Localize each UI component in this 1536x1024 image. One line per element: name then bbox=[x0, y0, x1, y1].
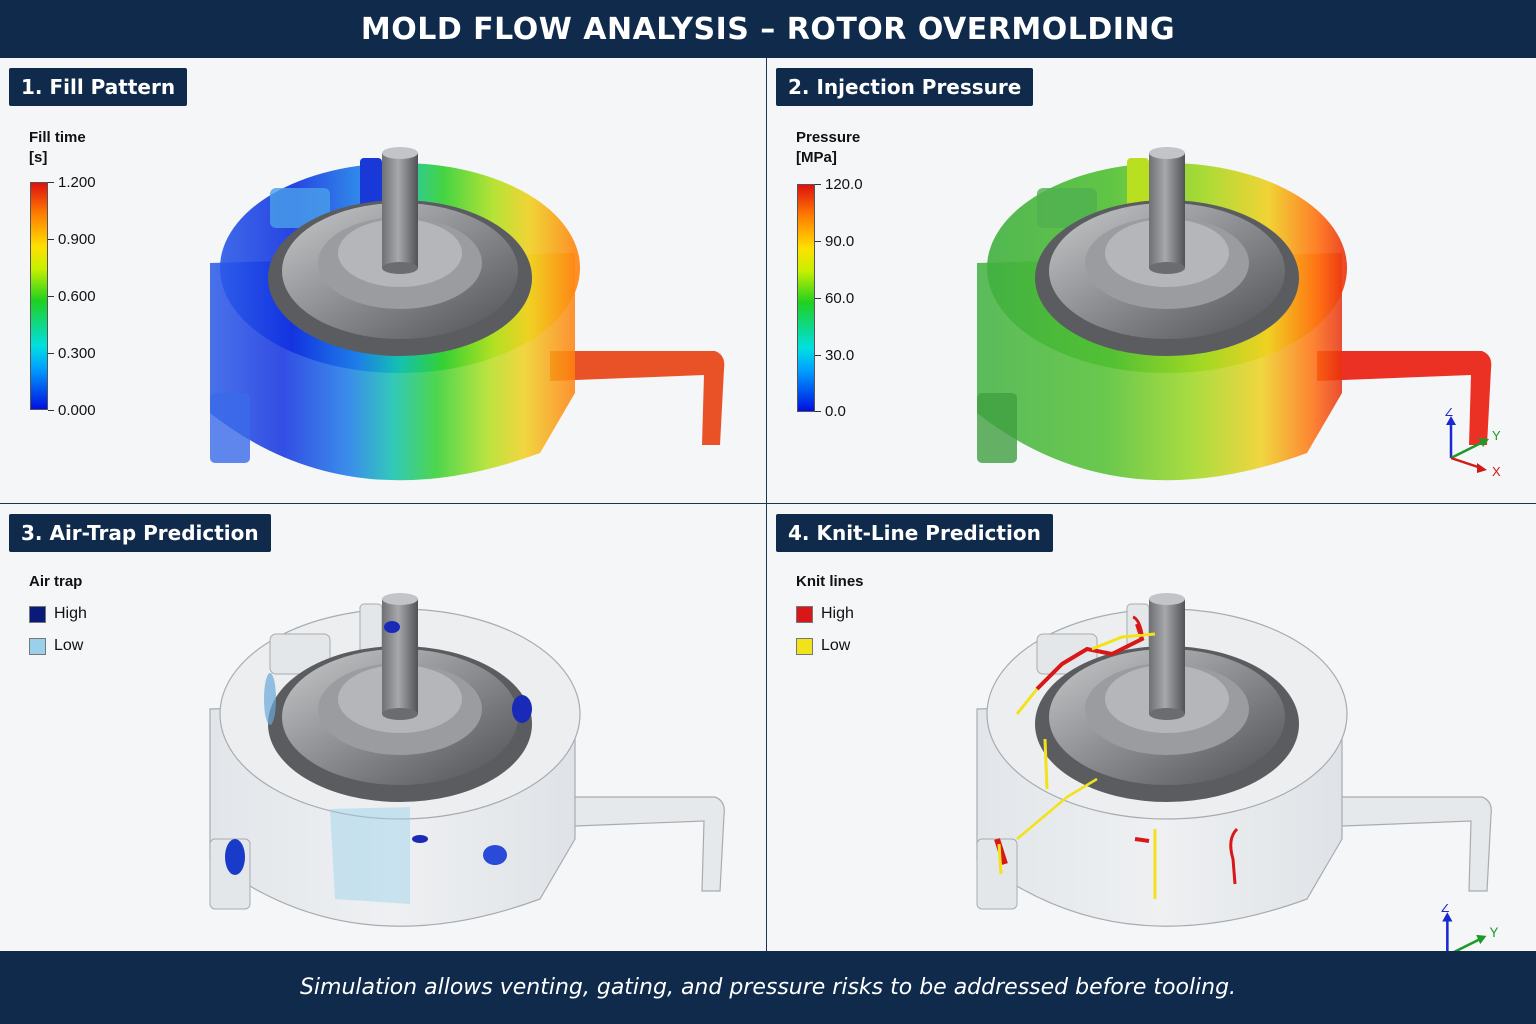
legend-tick: 90.0 bbox=[814, 233, 855, 250]
analysis-grid: 1. Fill Pattern Fill time [s] 1.200 0.90… bbox=[0, 58, 1536, 951]
legend-swatch-high bbox=[796, 606, 813, 623]
legend-swatch-high bbox=[29, 606, 46, 623]
legend-tick: 0.000 bbox=[48, 402, 96, 419]
axis-label-y: Y bbox=[1490, 925, 1499, 940]
legend-title: Air trap bbox=[29, 573, 83, 590]
legend-title: Knit lines bbox=[796, 573, 864, 590]
legend-unit: [s] bbox=[29, 149, 48, 166]
legend-label-high: High bbox=[821, 605, 854, 622]
panel-title: 3. Air-Trap Prediction bbox=[9, 514, 271, 552]
legend-tick: 30.0 bbox=[814, 347, 855, 364]
legend-swatch-low bbox=[29, 638, 46, 655]
legend-title: Pressure [MPa] bbox=[796, 128, 860, 168]
legend-title-line: Pressure bbox=[796, 129, 861, 146]
panel-title: 4. Knit-Line Prediction bbox=[776, 514, 1053, 552]
footer-caption: Simulation allows venting, gating, and p… bbox=[0, 951, 1536, 1024]
panel-fill-pattern: 1. Fill Pattern Fill time [s] 1.200 0.90… bbox=[0, 58, 767, 504]
panel-title: 2. Injection Pressure bbox=[776, 68, 1034, 106]
axis-triad-icon: Z Y X bbox=[1445, 408, 1501, 478]
axis-triad-icon: Z Y X bbox=[1441, 904, 1499, 951]
legend-swatch-low bbox=[796, 638, 813, 655]
panel-title: 1. Fill Pattern bbox=[9, 68, 188, 106]
legend-tick: 60.0 bbox=[814, 290, 855, 307]
axis-label-y: Y bbox=[1492, 428, 1501, 443]
rotor-model-pressure bbox=[977, 147, 1492, 481]
rotor-model-fill bbox=[210, 147, 725, 481]
rotor-model-air-trap bbox=[209, 593, 725, 927]
axis-label-z: Z bbox=[1441, 904, 1449, 915]
legend-unit: [MPa] bbox=[796, 149, 837, 166]
legend-label-low: Low bbox=[54, 637, 84, 654]
legend-label-high: High bbox=[54, 605, 87, 622]
legend-tick: 0.600 bbox=[48, 288, 96, 305]
legend-title-line: Fill time bbox=[29, 129, 86, 146]
rotor-model-knit-line bbox=[976, 593, 1492, 927]
legend-tick: 0.300 bbox=[48, 345, 96, 362]
axis-label-x: X bbox=[1492, 464, 1501, 478]
legend-tick: 120.0 bbox=[815, 176, 863, 193]
panel-air-trap: 3. Air-Trap Prediction Air trap High Low bbox=[0, 504, 767, 951]
legend-label-low: Low bbox=[821, 637, 851, 654]
panel-injection-pressure: 2. Injection Pressure Pressure [MPa] 120… bbox=[767, 58, 1536, 504]
color-bar bbox=[30, 182, 48, 410]
legend-title: Fill time [s] bbox=[29, 128, 86, 168]
legend-tick: 0.900 bbox=[48, 231, 96, 248]
panel-knit-line: 4. Knit-Line Prediction Knit lines High … bbox=[767, 504, 1536, 951]
page-title: MOLD FLOW ANALYSIS – ROTOR OVERMOLDING bbox=[0, 0, 1536, 58]
color-bar bbox=[797, 184, 815, 412]
legend-tick: 0.0 bbox=[815, 403, 846, 420]
axis-label-z: Z bbox=[1445, 408, 1453, 419]
legend-tick: 1.200 bbox=[48, 174, 96, 191]
